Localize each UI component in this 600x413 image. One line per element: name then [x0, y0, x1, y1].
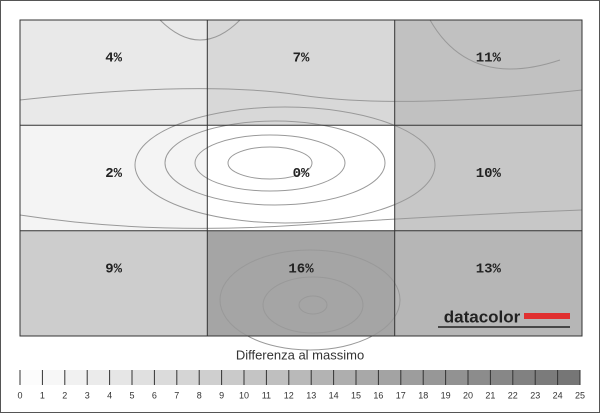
colorbar-tick-label: 14 [329, 390, 339, 400]
colorbar-swatch [109, 370, 132, 385]
colorbar-swatch [221, 370, 244, 385]
colorbar-tick-label: 20 [463, 390, 473, 400]
colorbar-swatch [333, 370, 356, 385]
colorbar-swatch [288, 370, 312, 385]
colorbar-swatch [400, 370, 424, 385]
colorbar-tick-label: 10 [239, 390, 249, 400]
cell [394, 125, 582, 231]
colorbar-swatch [557, 370, 580, 385]
colorbar-tick-label: 12 [284, 390, 294, 400]
colorbar-swatch [266, 370, 289, 385]
colorbar-swatch [535, 370, 558, 385]
colorbar-swatch [311, 370, 334, 385]
colorbar-tick-label: 7 [174, 390, 179, 400]
colorbar-swatch [87, 370, 110, 385]
cell-label: 0% [293, 166, 310, 182]
logo: datacolor [444, 307, 521, 326]
cell-label: 13% [476, 261, 502, 277]
colorbar-tick-label: 16 [373, 390, 383, 400]
colorbar-swatch [20, 370, 43, 385]
colorbar-tick-label: 11 [262, 390, 271, 400]
colorbar-swatch [42, 370, 65, 385]
contours [19, 19, 583, 351]
colorbar-swatch [445, 370, 468, 385]
colorbar-tick-label: 17 [396, 390, 406, 400]
colorbar-tick-label: 3 [85, 390, 90, 400]
colorbar-tick-label: 2 [62, 390, 67, 400]
colorbar-swatch [378, 370, 401, 385]
colorbar-tick-label: 19 [441, 390, 451, 400]
cell-label: 16% [288, 261, 314, 277]
cell-label: 2% [105, 166, 122, 182]
cell [207, 230, 395, 336]
colorbar-swatch [176, 370, 200, 385]
colorbar-tick-label: 9 [219, 390, 224, 400]
cell-label: 4% [105, 51, 122, 67]
colorbar-tick-label: 8 [197, 390, 202, 400]
colorbar-tick-label: 1 [40, 390, 45, 400]
colorbar-swatch [154, 370, 177, 385]
colorbar-tick-label: 18 [418, 390, 428, 400]
cell [394, 20, 582, 126]
cell-label: 9% [105, 261, 122, 277]
cell [207, 20, 395, 126]
cell [20, 20, 208, 126]
colorbar-tick-label: 21 [485, 390, 495, 400]
colorbar-tick-label: 5 [129, 390, 134, 400]
colorbar-tick-label: 15 [351, 390, 361, 400]
colorbar-swatch [423, 370, 446, 385]
colorbar-swatch [199, 370, 222, 385]
heatmap [20, 20, 582, 336]
colorbar-tick-label: 6 [152, 390, 157, 400]
colorbar-tick-label: 23 [530, 390, 540, 400]
colorbar-swatch [244, 370, 267, 385]
colorbar-swatch [468, 370, 491, 385]
cell-label: 11% [476, 51, 502, 67]
colorbar-tick-label: 13 [306, 390, 316, 400]
colorbar-swatch [132, 370, 155, 385]
colorbar-swatch [64, 370, 88, 385]
colorbar-swatch [356, 370, 379, 385]
cell [20, 125, 208, 231]
colorbar-tick-label: 0 [17, 390, 22, 400]
logo-bar [524, 313, 570, 319]
colorbar-tick-label: 24 [553, 390, 563, 400]
colorbar-tick-label: 22 [508, 390, 518, 400]
cell-grid [19, 19, 583, 337]
cell [20, 230, 208, 336]
cell [207, 125, 395, 231]
colorbar-swatch [512, 370, 536, 385]
colorbar-title: Differenza al massimo [236, 347, 364, 362]
colorbar-swatch [490, 370, 513, 385]
cell-label: 10% [476, 166, 502, 182]
colorbar-tick-label: 25 [575, 390, 585, 400]
cell-label: 7% [293, 51, 310, 67]
colorbar-tick-label: 4 [107, 390, 112, 400]
